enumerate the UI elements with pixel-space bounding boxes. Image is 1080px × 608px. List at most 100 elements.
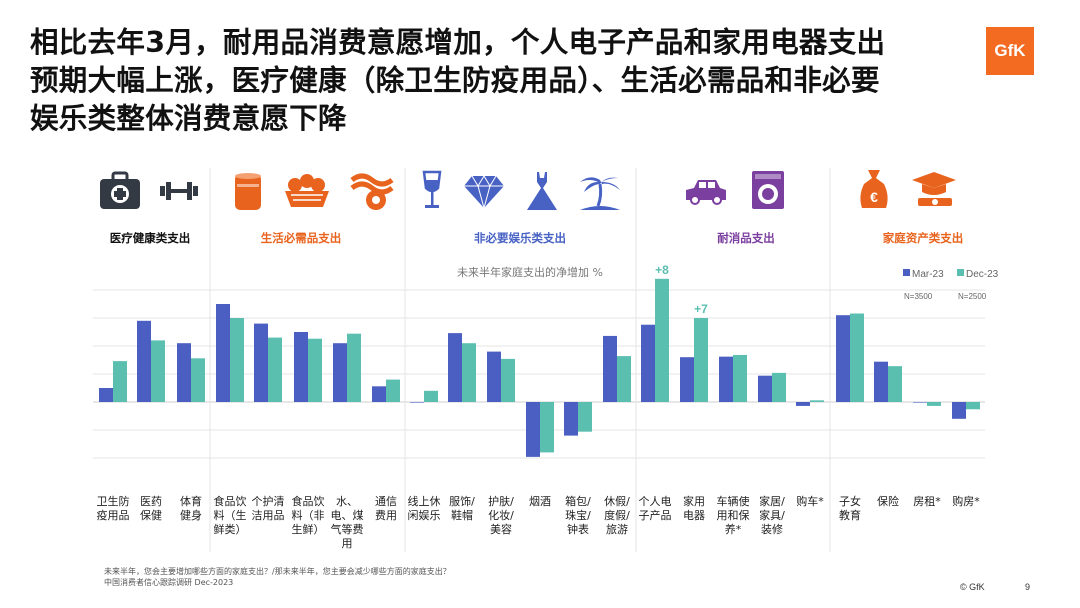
category-label: 医药 (140, 495, 162, 508)
category-label: 健身 (180, 508, 202, 522)
bar (836, 315, 850, 402)
bar (137, 320, 151, 402)
bar (294, 332, 308, 402)
data-label: +8 (655, 263, 669, 277)
legend-sample-size: N=2500 (958, 292, 987, 301)
medical-kit-icon (100, 171, 140, 209)
money-bag-icon: € (860, 170, 888, 208)
category-label: 闲娱乐 (408, 508, 441, 522)
category-label: 个护清 (252, 494, 285, 508)
bar (772, 372, 786, 402)
bar (655, 278, 669, 402)
bar (526, 402, 540, 457)
data-label: +7 (694, 302, 708, 316)
bar (617, 356, 631, 402)
bar (850, 313, 864, 402)
bar (810, 400, 824, 402)
car-icon (686, 180, 726, 205)
fruit-basket-icon (285, 174, 329, 207)
footnote-question: 未来半年，您会主要增加哪些方面的家庭支出？/那未来半年，您主要会减少哪些方面的家… (104, 567, 451, 576)
bar (719, 356, 733, 402)
bar (641, 324, 655, 402)
category-label: 箱包/ (565, 494, 591, 508)
group-label: 生活必需品支出 (261, 231, 342, 245)
category-label: 鲜类） (214, 522, 247, 536)
category-label: 购房* (952, 494, 980, 508)
bar (540, 402, 554, 453)
category-label: 装修 (761, 522, 783, 536)
category-label: 卫生防 (97, 494, 130, 508)
bar (913, 402, 927, 403)
category-label: 烟酒 (529, 494, 551, 508)
legend-label: Mar-23 (912, 269, 944, 280)
category-label: 家具/ (759, 508, 785, 522)
category-label: 用 (342, 537, 353, 550)
page-number: 9 (1025, 582, 1031, 592)
category-label: 休假/ (604, 494, 630, 508)
title-line-2: 预期大幅上涨，医疗健康（除卫生防疫用品）、生活必需品和非必要 (30, 64, 880, 97)
bar (386, 379, 400, 402)
bar (888, 366, 902, 402)
category-label: 养* (725, 522, 742, 536)
bar (966, 402, 980, 410)
graduation-cap-icon (912, 172, 956, 206)
category-label: 化妆/ (488, 508, 514, 522)
diamond-icon (464, 175, 504, 210)
category-label: 电器 (683, 509, 705, 522)
bar (927, 402, 941, 406)
category-label: 护肤/ (488, 494, 514, 508)
category-label: 钟表 (567, 522, 589, 536)
gfk-logo: GfK (986, 27, 1034, 75)
title-line-3: 娱乐类整体消费意愿下降 (30, 102, 347, 135)
bar (501, 358, 515, 402)
footnote-source: 中国消费者信心跟踪调研 Dec-2023 (104, 578, 234, 587)
bar (874, 361, 888, 402)
bar (151, 340, 165, 402)
bar (268, 337, 282, 402)
category-label: 用和保 (717, 508, 750, 522)
category-label: 体育 (180, 494, 202, 508)
legend-label: Dec-23 (966, 269, 999, 280)
bar (758, 375, 772, 402)
category-label: 购车* (796, 494, 824, 508)
category-label: 保健 (140, 508, 162, 522)
category-label: 疫用品 (97, 508, 130, 522)
bacon-egg-icon (350, 173, 394, 210)
category-label: 气等费 (331, 522, 364, 536)
group-label: 医疗健康类支出 (110, 231, 191, 245)
wine-glass-icon (422, 170, 442, 208)
bar (680, 357, 694, 402)
bar (487, 351, 501, 402)
bar (113, 361, 127, 402)
bar (424, 390, 438, 402)
category-label: 家居/ (759, 494, 785, 508)
category-label: 教育 (839, 508, 861, 522)
group-label: 耐消品支出 (717, 231, 775, 245)
bar (177, 343, 191, 402)
category-label: 个人电 (639, 495, 672, 508)
category-label: 洁用品 (252, 509, 285, 522)
category-label: 保险 (877, 494, 899, 508)
category-label: 食品饮 (292, 494, 325, 508)
category-label: 食品饮 (214, 494, 247, 508)
category-label: 度假/ (604, 508, 630, 522)
bar (372, 386, 386, 402)
category-label: 旅游 (606, 522, 628, 536)
bar (694, 318, 708, 402)
bar (603, 335, 617, 402)
canned-food-icon (235, 173, 261, 210)
bar (462, 343, 476, 402)
chart-title: 未来半年家庭支出的净增加 % (457, 265, 603, 279)
bar (230, 318, 244, 402)
category-label: 房租* (913, 495, 941, 508)
bar (448, 333, 462, 402)
page-title: 相比去年3月，耐用品消费意愿增加，个人电子产品和家用电器支出 预期大幅上涨，医疗… (30, 24, 990, 138)
group-label: 家庭资产类支出 (883, 231, 964, 245)
category-label: 珠宝/ (565, 508, 591, 522)
svg-text:€: € (870, 189, 878, 205)
bar (796, 402, 810, 406)
category-label: 美容 (490, 522, 512, 536)
title-line-1: 相比去年3月，耐用品消费意愿增加，个人电子产品和家用电器支出 (30, 26, 886, 59)
category-label: 服饰/ (449, 494, 475, 508)
